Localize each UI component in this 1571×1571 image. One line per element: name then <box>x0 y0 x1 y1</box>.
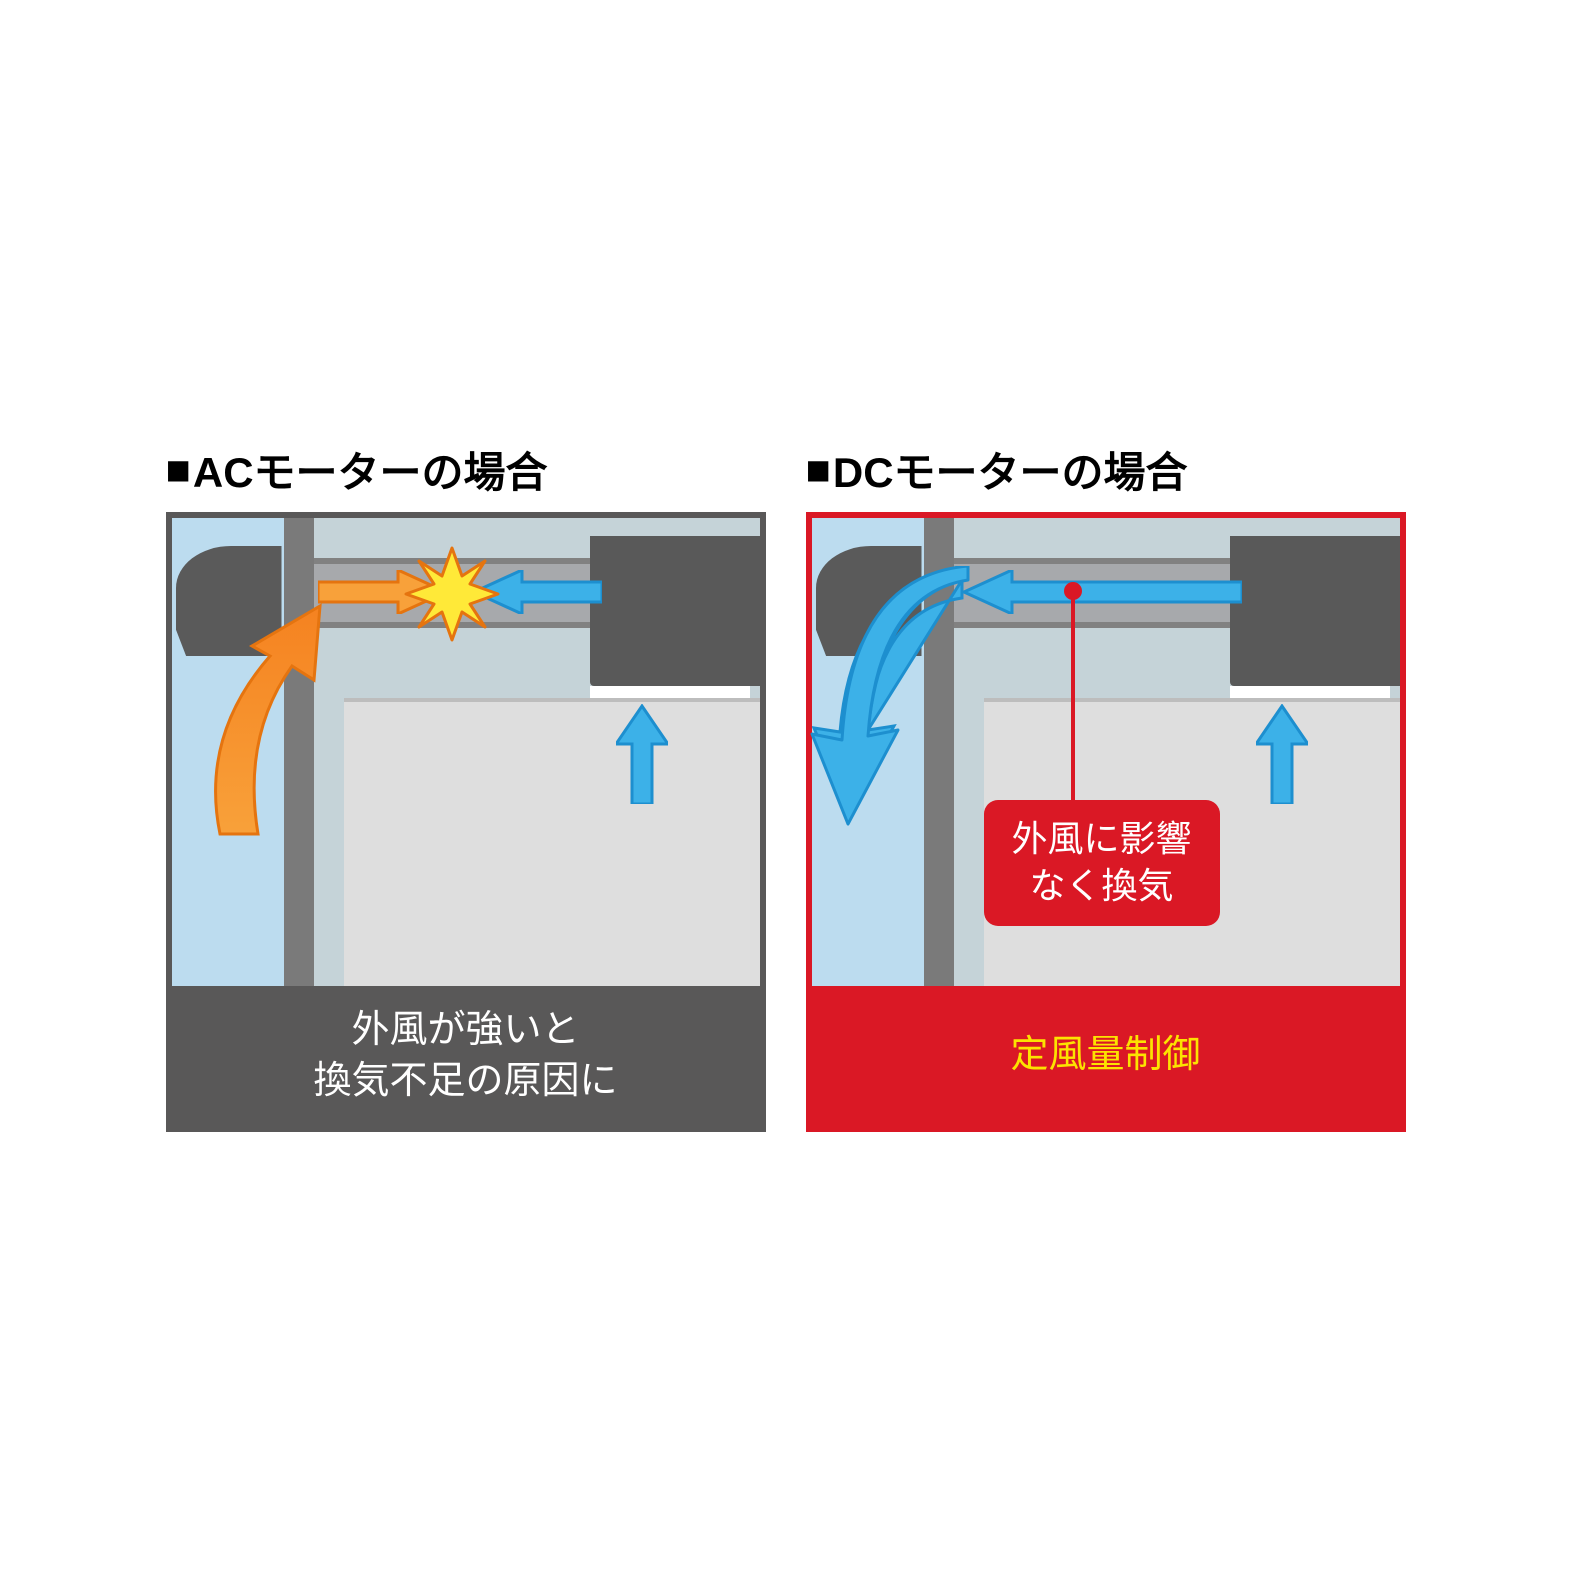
panel-dc: DCモーターの場合 <box>806 439 1406 1132</box>
scene-ac <box>172 518 760 998</box>
arrow-room-blue-up <box>1256 704 1308 804</box>
arrow-exhaust-blue-out-clean <box>808 566 978 836</box>
diagram-dc: 外風に影響 なく換気 定風量制御 <box>806 512 1406 1132</box>
caption-dc: 定風量制御 <box>812 986 1400 1126</box>
callout-line <box>1071 598 1075 803</box>
collision-burst-icon <box>404 546 500 642</box>
scene-dc: 外風に影響 なく換気 <box>812 518 1400 998</box>
panel-ac-title: ACモーターの場合 <box>166 439 766 500</box>
panel-dc-title: DCモーターの場合 <box>806 439 1406 500</box>
caption-ac: 外風が強いと 換気不足の原因に <box>172 986 760 1126</box>
unit-light <box>1230 686 1390 698</box>
arrow-wind-orange-up <box>180 596 380 836</box>
fan-unit <box>590 536 760 686</box>
callout-bubble: 外風に影響 なく換気 <box>984 800 1220 926</box>
diagram-ac: 外風が強いと 換気不足の原因に <box>166 512 766 1132</box>
cabinet <box>344 698 760 998</box>
arrow-room-blue-up <box>616 704 668 804</box>
arrow-duct-blue-long <box>962 570 1242 614</box>
fan-unit <box>1230 536 1400 686</box>
panel-ac: ACモーターの場合 <box>166 439 766 1132</box>
unit-light <box>590 686 750 698</box>
